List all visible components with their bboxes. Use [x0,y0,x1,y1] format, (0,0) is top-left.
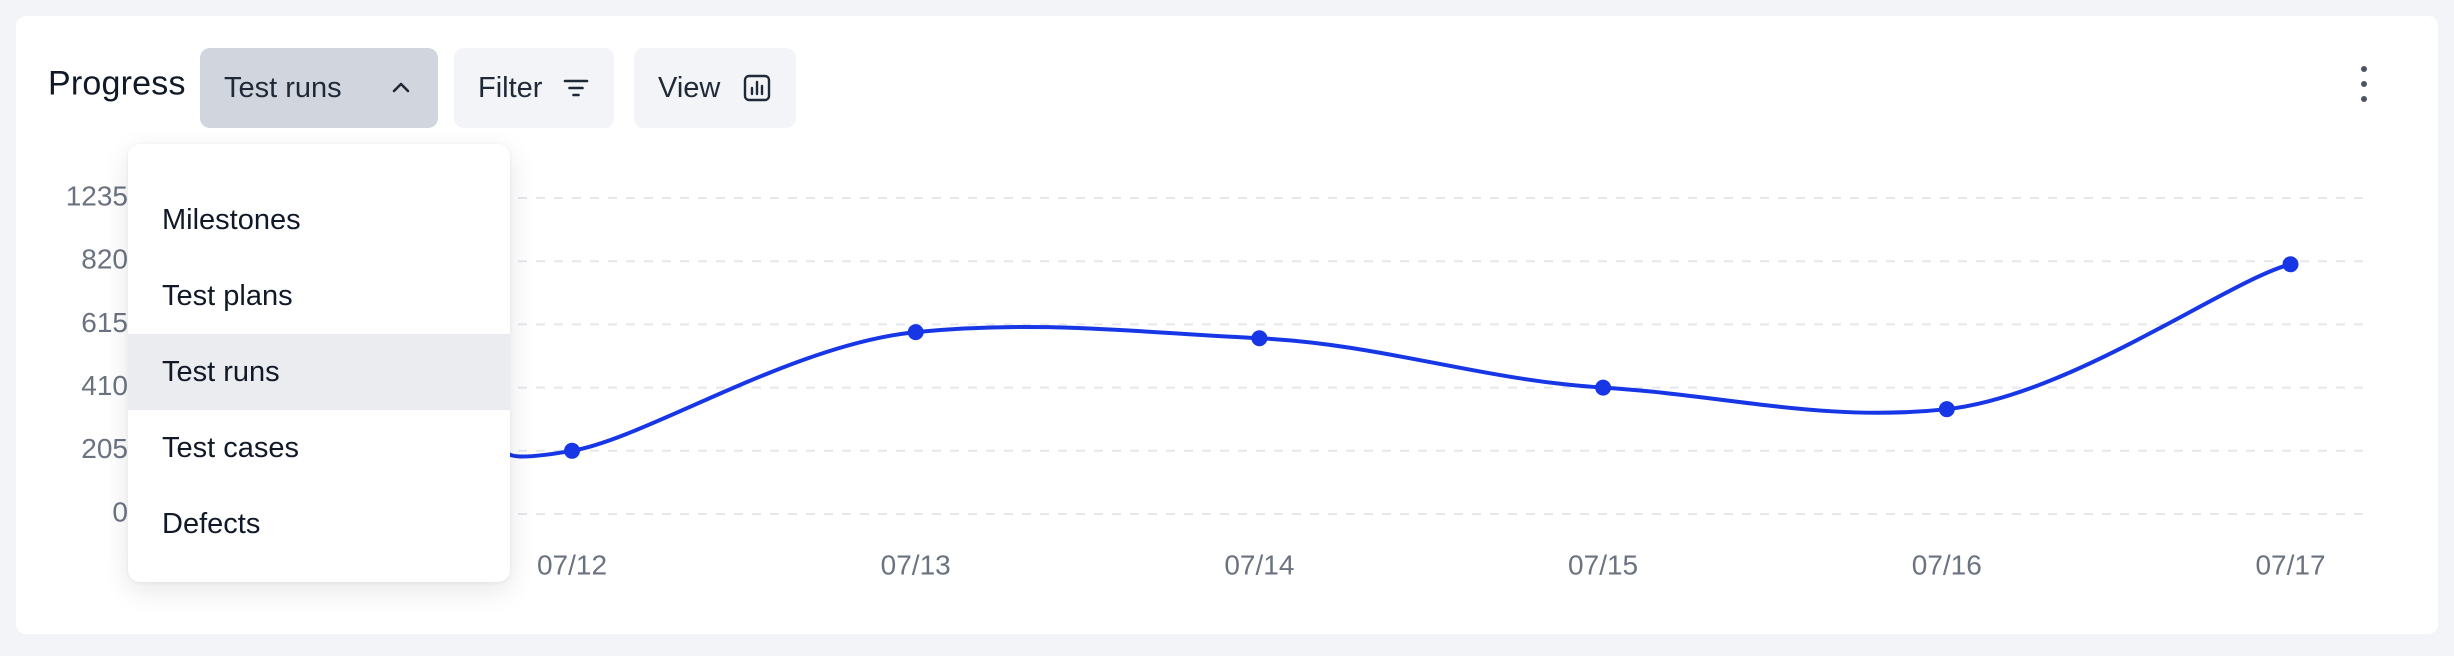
chart-type-dropdown[interactable]: Test runs [200,48,438,128]
menu-item-defects[interactable]: Defects [128,486,510,562]
menu-item-label: Milestones [162,203,301,236]
chart-toolbar: Progress Test runs Filter View [0,0,2454,150]
data-point[interactable] [2282,256,2299,273]
menu-item-label: Test plans [162,279,293,312]
menu-item-label: Test runs [162,355,280,388]
data-point[interactable] [907,324,924,341]
menu-item-label: Defects [162,507,261,540]
data-point[interactable] [1938,401,1955,418]
y-tick-label: 1235 [66,180,128,211]
more-vertical-icon[interactable] [2344,62,2384,106]
x-tick-label: 07/12 [537,549,607,580]
chart-type-menu: Milestones Test plans Test runs Test cas… [128,144,510,582]
menu-item-test-runs[interactable]: Test runs [128,334,510,410]
menu-item-label: Test cases [162,431,299,464]
filter-lines-icon [562,74,590,102]
view-button-label: View [658,71,721,104]
page-title: Progress [48,64,186,103]
filter-button-label: Filter [478,71,543,104]
bar-chart-icon [742,73,772,103]
y-tick-label: 0 [112,496,128,527]
data-point[interactable] [564,442,580,459]
menu-item-milestones[interactable]: Milestones [128,182,510,258]
dropdown-selected-label: Test runs [224,71,342,104]
x-tick-label: 07/13 [881,549,951,580]
x-tick-label: 07/17 [2255,549,2325,580]
filter-button[interactable]: Filter [454,48,614,128]
y-tick-label: 205 [81,433,128,464]
series-line [498,262,2293,459]
chevron-up-icon [388,75,414,101]
x-tick-label: 07/16 [1912,549,1982,580]
y-tick-label: 615 [81,307,128,338]
menu-item-test-cases[interactable]: Test cases [128,410,510,486]
data-point[interactable] [1595,379,1612,396]
view-button[interactable]: View [634,48,796,128]
y-tick-label: 820 [81,244,128,275]
x-tick-label: 07/15 [1568,549,1638,580]
menu-item-test-plans[interactable]: Test plans [128,258,510,334]
y-tick-label: 410 [81,370,128,401]
x-tick-label: 07/14 [1224,549,1294,580]
data-point[interactable] [1251,330,1268,347]
